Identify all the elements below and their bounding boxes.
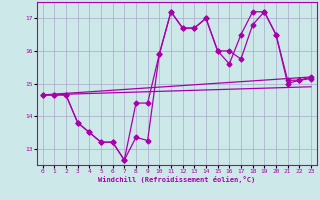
X-axis label: Windchill (Refroidissement éolien,°C): Windchill (Refroidissement éolien,°C) [98, 176, 255, 183]
